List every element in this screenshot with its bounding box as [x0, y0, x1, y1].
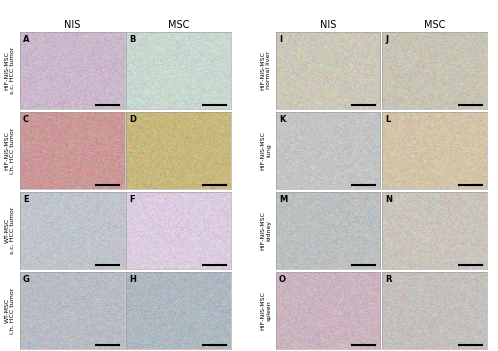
Text: R: R: [385, 275, 392, 284]
Text: HIF-NIS-MSC
normal liver: HIF-NIS-MSC normal liver: [260, 51, 271, 90]
Text: G: G: [23, 275, 30, 284]
Text: MSC: MSC: [168, 20, 189, 30]
Text: E: E: [23, 195, 29, 204]
Text: M: M: [279, 195, 287, 204]
Text: H: H: [129, 275, 136, 284]
Text: WT-MSC
s.c. HCC tumor: WT-MSC s.c. HCC tumor: [4, 207, 15, 254]
Text: C: C: [23, 115, 29, 124]
Text: HIF-NIS-MSC
lung: HIF-NIS-MSC lung: [260, 131, 271, 170]
Text: L: L: [385, 115, 391, 124]
Text: J: J: [385, 35, 388, 44]
Text: HIF-NIS-MSC
kidney: HIF-NIS-MSC kidney: [260, 211, 271, 250]
Text: HIF-NIS-MSC
spleen: HIF-NIS-MSC spleen: [260, 291, 271, 330]
Text: K: K: [279, 115, 285, 124]
Text: F: F: [129, 195, 135, 204]
Text: MSC: MSC: [424, 20, 445, 30]
Text: N: N: [385, 195, 392, 204]
Text: O: O: [279, 275, 286, 284]
Text: HIF-NIS-MSC
i.h. HCC tumor: HIF-NIS-MSC i.h. HCC tumor: [4, 127, 15, 174]
Text: NIS: NIS: [64, 20, 80, 30]
Text: D: D: [129, 115, 136, 124]
Text: WT-MSC
i.h. HCC tumor: WT-MSC i.h. HCC tumor: [4, 287, 15, 334]
Text: HIF-NIS-MSC
s.c. HCC tumor: HIF-NIS-MSC s.c. HCC tumor: [4, 47, 15, 94]
Text: A: A: [23, 35, 29, 44]
Text: B: B: [129, 35, 136, 44]
Text: NIS: NIS: [320, 20, 336, 30]
Text: I: I: [279, 35, 282, 44]
